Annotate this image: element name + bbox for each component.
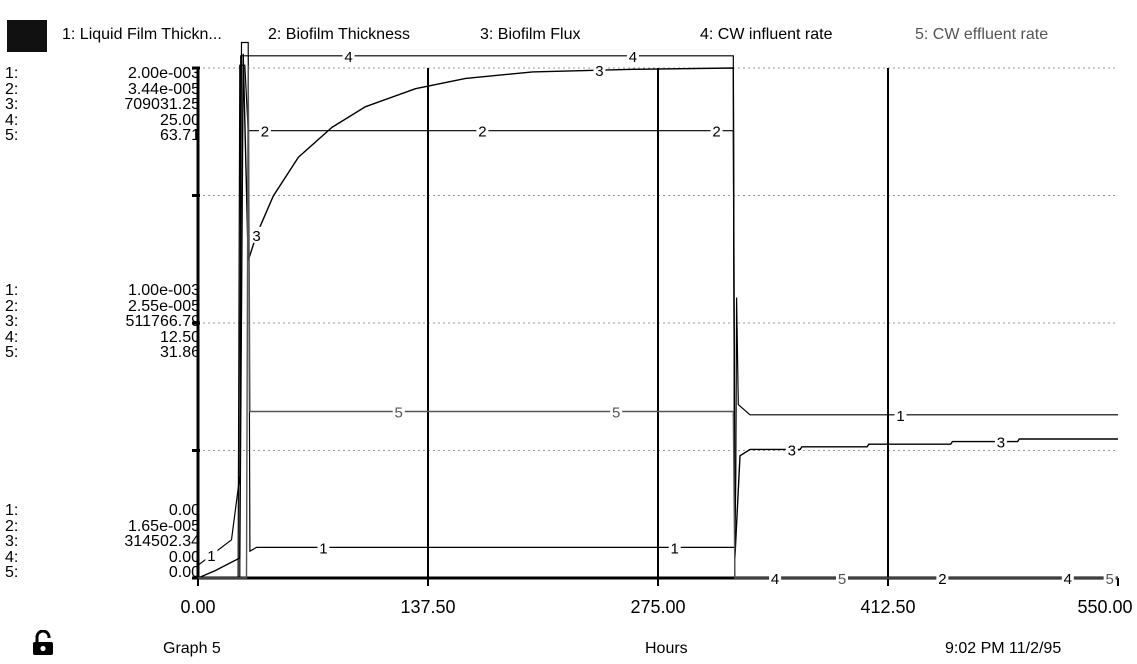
scale-value: 0.00 bbox=[168, 502, 200, 519]
scale-value: 2.55e-005 bbox=[127, 297, 200, 315]
point-label-background bbox=[342, 47, 355, 64]
scale-middle-values: 1.00e-003 2.55e-005 511766.79 12.50 31.8… bbox=[60, 283, 200, 361]
point-label-background bbox=[668, 539, 681, 556]
point-label-background bbox=[258, 122, 271, 139]
scale-top-indices: 1: 2: 3: 4: 5: bbox=[5, 66, 45, 144]
scale-value: 709031.25 bbox=[124, 96, 200, 113]
point-label-background bbox=[626, 47, 639, 64]
point-label-background bbox=[250, 226, 263, 243]
point-label-background bbox=[894, 406, 907, 423]
scale-value: 0.00 bbox=[168, 564, 200, 581]
scale-index: 2: bbox=[5, 517, 19, 535]
scale-index: 3: bbox=[5, 313, 19, 330]
point-label: 5 bbox=[1105, 571, 1113, 588]
x-tick-label: 137.50 bbox=[400, 597, 456, 617]
scale-index: 5: bbox=[5, 344, 19, 361]
legend-item-cw-influent: 4: CW influent rate bbox=[700, 26, 833, 43]
scale-index: 2: bbox=[5, 80, 19, 98]
point-label: 3 bbox=[252, 228, 260, 245]
point-label: 5 bbox=[612, 404, 620, 421]
point-label: 2 bbox=[261, 124, 269, 141]
scale-index: 1: bbox=[5, 282, 19, 299]
scale-index: 1: bbox=[5, 502, 19, 519]
scale-index: 4: bbox=[5, 548, 19, 566]
point-label-background bbox=[392, 403, 405, 420]
x-tick-label: 275.00 bbox=[630, 597, 686, 617]
legend-item-biofilm-thickness: 2: Biofilm Thickness bbox=[268, 26, 410, 43]
point-label: 1 bbox=[207, 548, 215, 565]
point-label: 3 bbox=[788, 442, 796, 459]
point-label: 4 bbox=[629, 49, 637, 66]
timestamp: 9:02 PM 11/2/95 bbox=[945, 640, 1062, 657]
point-label: 3 bbox=[997, 435, 1005, 452]
scale-index: 2: bbox=[5, 297, 19, 315]
series-line-5 bbox=[198, 65, 1118, 579]
scale-middle-indices: 1: 2: 3: 4: 5: bbox=[5, 283, 45, 361]
point-label: 2 bbox=[478, 124, 486, 141]
point-label-background bbox=[836, 570, 848, 586]
scale-value: 1.00e-003 bbox=[127, 282, 200, 299]
legend-item-cw-effluent: 5: CW effluent rate bbox=[915, 26, 1049, 43]
scale-index: 4: bbox=[5, 111, 19, 129]
point-label: 1 bbox=[671, 540, 679, 557]
scale-value: 1.65e-005 bbox=[127, 517, 200, 535]
scale-value: 63.71 bbox=[159, 127, 200, 144]
scale-value: 31.86 bbox=[159, 344, 200, 361]
point-label-background bbox=[994, 433, 1007, 450]
point-label: 4 bbox=[344, 49, 352, 66]
scale-index: 5: bbox=[5, 564, 19, 581]
x-tick-label: 550.00 bbox=[1077, 597, 1133, 617]
scale-value: 511766.79 bbox=[125, 313, 200, 330]
point-label-background bbox=[710, 122, 723, 139]
point-label: 1 bbox=[319, 540, 327, 557]
point-label: 2 bbox=[938, 571, 946, 588]
scale-bottom-values: 0.00 1.65e-005 314502.34 0.00 0.00 bbox=[60, 503, 200, 581]
legend-item-biofilm-flux: 3: Biofilm Flux bbox=[480, 26, 581, 43]
x-axis-label: Hours bbox=[645, 640, 688, 657]
scale-top-values: 2.00e-003 3.44e-005 709031.25 25.00 63.7… bbox=[60, 66, 200, 144]
scale-value: 12.50 bbox=[159, 328, 200, 346]
scale-value: 0.00 bbox=[168, 548, 200, 566]
point-label-background bbox=[936, 570, 949, 586]
point-label-background bbox=[769, 570, 782, 586]
scale-index: 5: bbox=[5, 127, 19, 144]
graph-name: Graph 5 bbox=[163, 640, 221, 657]
x-tick-label: 412.50 bbox=[860, 597, 916, 617]
point-label: 5 bbox=[395, 404, 403, 421]
scale-index: 1: bbox=[5, 65, 19, 82]
x-tick-label: 0.00 bbox=[180, 597, 216, 617]
point-label: 4 bbox=[771, 571, 779, 588]
scale-value: 3.44e-005 bbox=[127, 80, 200, 98]
point-label: 4 bbox=[1064, 571, 1072, 588]
point-label-background bbox=[476, 122, 489, 139]
scale-index: 3: bbox=[5, 533, 19, 550]
series-line-3 bbox=[197, 53, 1118, 579]
legend-swatch bbox=[7, 20, 47, 52]
point-label: 5 bbox=[838, 571, 846, 588]
scale-index: 3: bbox=[5, 96, 19, 113]
point-label-background bbox=[205, 547, 218, 564]
point-label-background bbox=[785, 441, 798, 458]
point-label: 3 bbox=[595, 63, 603, 80]
point-label-background bbox=[1103, 570, 1116, 586]
point-label: 2 bbox=[712, 124, 720, 141]
scale-value: 25.00 bbox=[159, 111, 200, 129]
scale-index: 4: bbox=[5, 328, 19, 346]
scale-value: 314502.34 bbox=[124, 533, 200, 550]
point-label-background bbox=[1061, 570, 1074, 586]
point-label-background bbox=[610, 403, 623, 420]
scale-value: 2.00e-003 bbox=[127, 65, 200, 82]
point-label-background bbox=[317, 539, 330, 556]
scale-bottom-indices: 1: 2: 3: 4: 5: bbox=[5, 503, 45, 581]
unlocked-padlock-icon[interactable] bbox=[32, 630, 54, 656]
point-label: 1 bbox=[896, 408, 904, 425]
point-label-background bbox=[593, 62, 606, 79]
legend-item-liquid-film: 1: Liquid Film Thickn... bbox=[62, 26, 222, 43]
